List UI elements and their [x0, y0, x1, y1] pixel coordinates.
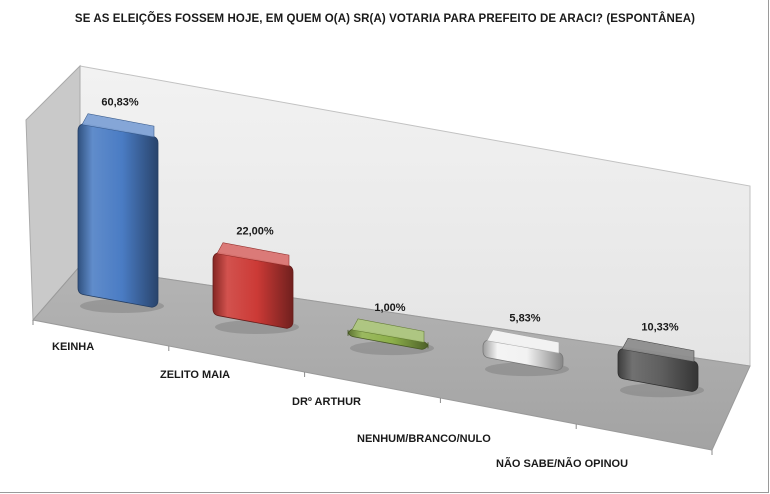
bar-front-face [77, 123, 159, 308]
bar-top-face [486, 329, 560, 354]
bar [77, 113, 164, 313]
data-label: 22,00% [236, 226, 274, 238]
category-label: NÃO SABE/NÃO OPINOU [496, 457, 628, 470]
data-labels: 60,83% 22,00% 1,00% 5,83% 10,33% [101, 97, 679, 334]
data-label: 1,00% [374, 302, 405, 314]
category-label: ZELITO MAIA [160, 369, 230, 381]
bar-top-face [216, 242, 290, 267]
bar-front-face [212, 252, 294, 329]
data-label: 60,83% [101, 97, 139, 109]
bar [212, 242, 299, 335]
bar-top-face [351, 318, 425, 343]
category-label: DRº ARTHUR [292, 396, 361, 408]
category-label: NENHUM/BRANCO/NULO [357, 433, 491, 445]
data-label: 10,33% [641, 321, 679, 333]
bar-top-face [81, 113, 155, 138]
data-label: 5,83% [509, 313, 540, 325]
bar [617, 337, 704, 398]
category-labels: KEINHA ZELITO MAIA DRº ARTHUR NENHUM/BRANCO… [52, 341, 628, 470]
bar-front-face [347, 328, 429, 350]
bar-top-face [621, 337, 695, 363]
category-label: KEINHA [52, 341, 94, 353]
x-axis-ticks [32, 320, 713, 455]
chart-title: SE AS ELEIÇÕES FOSSEM HOJE, EM QUEM O(A)… [74, 13, 696, 25]
bar-front-face [482, 339, 564, 371]
bars [77, 113, 704, 398]
bar [482, 329, 569, 377]
bar [347, 318, 434, 356]
